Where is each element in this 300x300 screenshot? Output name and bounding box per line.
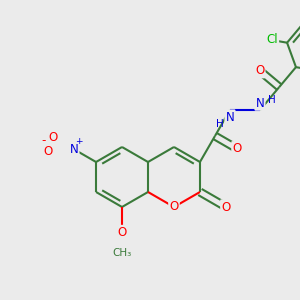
Text: O: O — [232, 142, 242, 155]
Text: O: O — [44, 145, 53, 158]
Text: O: O — [49, 131, 58, 144]
Text: O: O — [117, 226, 127, 239]
Text: N: N — [70, 143, 78, 156]
Text: O: O — [255, 64, 264, 77]
Text: CH₃: CH₃ — [112, 248, 132, 259]
Text: N: N — [226, 110, 234, 124]
Text: +: + — [75, 137, 83, 146]
Text: O: O — [169, 200, 178, 214]
Text: N: N — [256, 97, 264, 110]
Text: H: H — [268, 95, 276, 105]
Text: Cl: Cl — [266, 33, 278, 46]
Text: O: O — [221, 200, 231, 214]
Text: H: H — [216, 119, 224, 129]
Text: -: - — [41, 134, 45, 147]
